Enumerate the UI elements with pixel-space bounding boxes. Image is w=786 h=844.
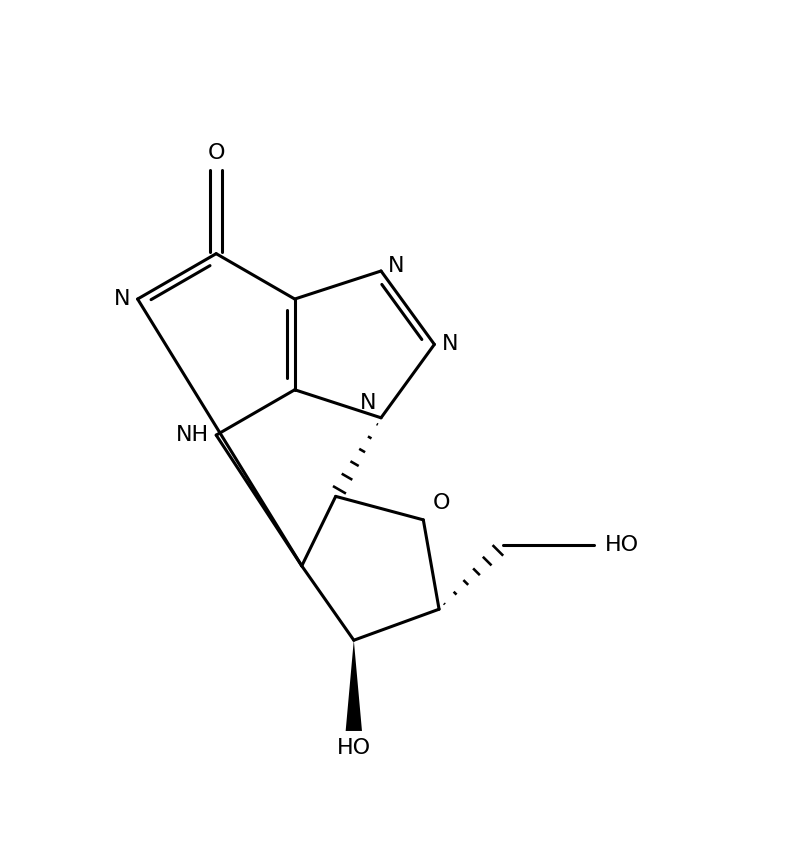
Text: HO: HO [336, 738, 371, 758]
Text: O: O [208, 143, 225, 163]
Text: N: N [114, 289, 130, 309]
Text: N: N [442, 334, 458, 354]
Text: NH: NH [176, 425, 209, 445]
Text: N: N [388, 257, 405, 277]
Polygon shape [346, 641, 362, 731]
Text: HO: HO [605, 535, 639, 555]
Text: O: O [432, 493, 450, 512]
Text: N: N [360, 393, 376, 414]
